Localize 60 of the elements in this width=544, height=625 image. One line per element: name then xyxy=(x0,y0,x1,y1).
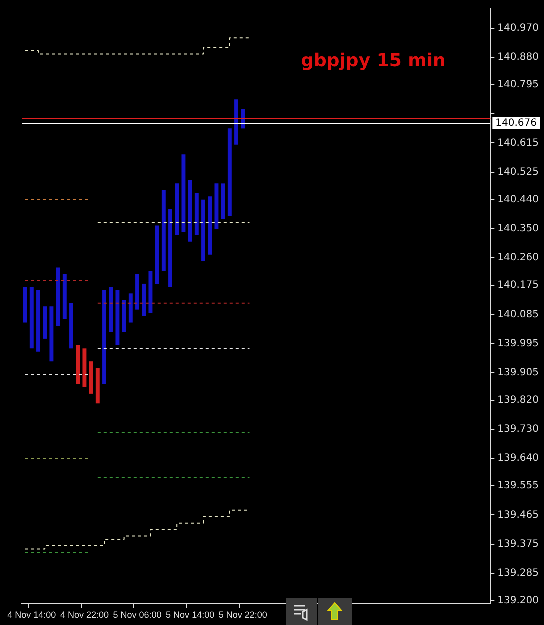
y-tick-label: 140.525 xyxy=(498,166,540,178)
bar xyxy=(70,303,74,349)
bar xyxy=(136,274,140,310)
bar xyxy=(202,200,206,262)
x-tick-label: 5 Nov 06:00 xyxy=(113,610,162,620)
bar xyxy=(148,271,153,314)
bar xyxy=(76,345,80,384)
x-tick-label: 4 Nov 14:00 xyxy=(8,610,56,620)
y-tick-label: 139.465 xyxy=(498,510,540,521)
bar xyxy=(194,193,199,236)
bar xyxy=(43,306,48,339)
x-tick-label: 5 Nov 14:00 xyxy=(166,610,215,620)
bar xyxy=(56,268,60,326)
bar xyxy=(221,184,226,220)
bar xyxy=(182,154,186,232)
bar xyxy=(62,274,67,320)
y-tick-label: 140.615 xyxy=(498,138,540,149)
y-tick-label: 140.350 xyxy=(498,224,540,235)
bar xyxy=(96,368,100,404)
y-tick-label: 139.995 xyxy=(498,338,540,350)
ref-line-label: 140.676 xyxy=(496,118,538,130)
y-tick-label: 140.260 xyxy=(498,252,540,264)
bar xyxy=(234,100,238,145)
y-tick-label: 139.200 xyxy=(498,596,540,607)
bar xyxy=(168,210,172,288)
bar xyxy=(102,290,106,384)
y-tick-label: 140.175 xyxy=(498,280,540,292)
x-tick-label: 4 Nov 22:00 xyxy=(60,610,109,620)
y-tick-label: 139.730 xyxy=(498,424,540,436)
text: gbpjpy 15 min xyxy=(301,50,446,72)
y-tick-label: 139.905 xyxy=(498,368,540,379)
bar xyxy=(50,306,54,362)
bar xyxy=(128,294,133,323)
bar xyxy=(155,226,160,284)
y-tick-label: 139.285 xyxy=(498,568,540,580)
y-tick-label: 140.970 xyxy=(498,23,540,34)
bar xyxy=(142,284,146,316)
bar xyxy=(214,184,219,229)
y-tick-label: 140.880 xyxy=(498,52,540,64)
bar xyxy=(116,290,120,346)
bar xyxy=(208,196,212,255)
y-tick-label: 140.085 xyxy=(498,309,540,320)
bar xyxy=(175,184,180,236)
bar xyxy=(228,128,232,216)
bar xyxy=(188,180,192,242)
bar xyxy=(36,290,40,352)
bar xyxy=(82,348,87,388)
bar xyxy=(89,362,94,394)
bar xyxy=(30,287,34,349)
bar xyxy=(162,190,166,272)
y-tick-label: 139.820 xyxy=(498,395,540,406)
y-tick-label: 140.440 xyxy=(498,194,540,206)
bar xyxy=(122,300,126,332)
bar xyxy=(109,287,114,332)
y-tick-label: 140.795 xyxy=(498,80,540,91)
x-tick-label: 5 Nov 22:00 xyxy=(218,610,268,620)
y-tick-label: 139.640 xyxy=(498,453,540,464)
bar xyxy=(23,287,28,323)
y-tick-label: 139.555 xyxy=(498,480,540,492)
y-tick-label: 139.375 xyxy=(498,538,540,550)
